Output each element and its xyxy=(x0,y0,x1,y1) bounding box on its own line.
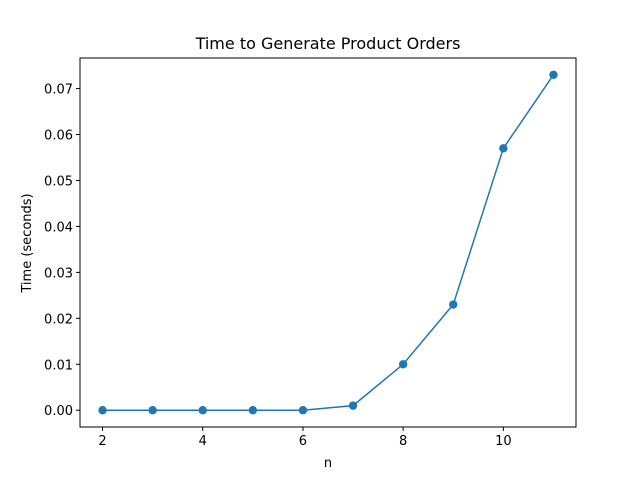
x-tick-label: 6 xyxy=(299,434,307,449)
data-point xyxy=(198,406,207,415)
chart-title: Time to Generate Product Orders xyxy=(195,34,461,53)
data-point xyxy=(398,360,408,369)
x-tick-label: 8 xyxy=(399,434,407,449)
data-point xyxy=(449,300,458,309)
y-tick-label: 0.04 xyxy=(44,220,73,235)
y-tick-label: 0.00 xyxy=(44,404,73,419)
axes-frame xyxy=(79,57,577,428)
y-tick-label: 0.06 xyxy=(44,129,73,144)
y-tick-label: 0.02 xyxy=(44,312,73,327)
data-point xyxy=(348,401,358,410)
data-point xyxy=(499,144,508,153)
ticks: 2 4 6 8 10 0.00 0.01 0.02 0.03 0.04 0.05 0.06 0.07 xyxy=(44,83,512,449)
x-axis-label: n xyxy=(324,456,332,471)
data-point xyxy=(298,406,308,415)
y-tick-label: 0.07 xyxy=(44,83,73,98)
x-tick-label: 2 xyxy=(98,434,106,449)
data-point xyxy=(98,406,107,415)
y-tick-label: 0.03 xyxy=(44,266,73,281)
y-axis-label: Time (seconds) xyxy=(20,193,35,293)
data-point xyxy=(148,406,157,415)
x-tick-label: 4 xyxy=(199,434,207,449)
y-tick-label: 0.05 xyxy=(44,174,73,189)
plot-area xyxy=(98,70,558,415)
x-tick-label: 10 xyxy=(495,434,512,449)
data-point xyxy=(549,70,558,79)
data-point xyxy=(248,406,258,415)
series-line xyxy=(102,74,555,411)
y-tick-label: 0.01 xyxy=(44,358,73,373)
